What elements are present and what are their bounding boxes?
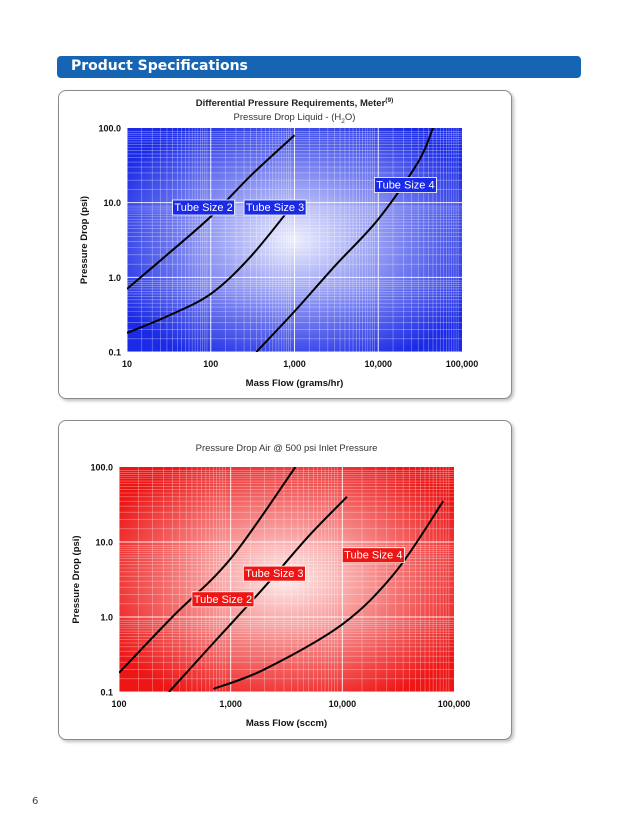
x-tick-label: 10,000 (329, 699, 357, 709)
y-tick-label: 100.0 (98, 124, 121, 134)
series-label: Tube Size 2 (194, 594, 252, 606)
x-tick-label: 1,000 (219, 699, 242, 709)
series-label-bg (172, 199, 235, 216)
series-lines (119, 467, 445, 692)
page-number: 6 (32, 796, 39, 807)
series-line-tube-size-2 (119, 467, 297, 674)
chart-air-pressure-drop: Tube Size 2 Tube Size 3 Tube Size 4 100 1,00… (71, 443, 471, 729)
grid (127, 128, 462, 352)
chart-subtitle: Pressure Drop Liquid - (H2O) (234, 112, 356, 125)
series-label-bg (341, 547, 405, 564)
chart-title-superscript: (9) (385, 97, 393, 104)
series-label: Tube Size 3 (246, 202, 304, 214)
series-line-tube-size-3 (168, 496, 348, 692)
chart-subtitle-post: O) (345, 112, 356, 123)
y-tick-label: 10.0 (95, 538, 113, 548)
chart-liquid-pressure-drop: Tube Size 2 Tube Size 3 Tube Size 4 10 100 1,… (79, 97, 479, 389)
x-tick-label: 100 (203, 359, 218, 369)
y-tick-label: 1.0 (108, 273, 121, 283)
series-line-tube-size-3 (127, 202, 296, 334)
x-tick-label: 1,000 (283, 359, 306, 369)
y-axis-label: Pressure Drop (psi) (71, 535, 82, 623)
y-tick-label: 100.0 (90, 463, 113, 473)
y-axis-label: Pressure Drop (psi) (79, 196, 90, 284)
x-tick-label: 10,000 (364, 359, 392, 369)
series-label: Tube Size 3 (245, 568, 303, 580)
series-line-tube-size-4 (213, 500, 445, 690)
section-banner: Product Specifications (57, 56, 581, 78)
chart-panel-liquid: Tube Size 2 Tube Size 3 Tube Size 4 10 100 1,… (58, 90, 512, 399)
y-tick-label: 0.1 (108, 348, 121, 358)
chart-subtitle-pre: Pressure Drop Liquid - (H (234, 112, 342, 123)
series-label: Tube Size 2 (174, 202, 232, 214)
series-line-tube-size-2 (127, 134, 296, 290)
chart-title-text: Differential Pressure Requirements, Mete… (196, 98, 386, 109)
x-tick-label: 10 (122, 359, 132, 369)
chart-title: Differential Pressure Requirements, Mete… (196, 97, 394, 109)
x-axis-label: Mass Flow (grams/hr) (246, 378, 344, 389)
series-label-bg (242, 565, 306, 582)
chart-subtitle-subscript: 2 (341, 118, 345, 125)
x-tick-label: 100,000 (446, 359, 479, 369)
y-tick-label: 0.1 (100, 688, 113, 698)
section-title: Product Specifications (71, 58, 248, 74)
series-label-bg (191, 591, 255, 608)
series-label: Tube Size 4 (344, 550, 402, 562)
series-line-tube-size-4 (255, 128, 434, 352)
series-label-bg (243, 199, 307, 216)
x-tick-label: 100,000 (438, 699, 471, 709)
chart-panel-air: Tube Size 2 Tube Size 3 Tube Size 4 100 1,00… (58, 420, 512, 740)
series-lines (127, 128, 434, 352)
series-label: Tube Size 4 (376, 180, 434, 192)
x-tick-label: 100 (111, 699, 126, 709)
y-tick-label: 10.0 (103, 198, 121, 208)
series-label-bg (374, 177, 437, 193)
x-axis-label: Mass Flow (sccm) (246, 718, 327, 729)
chart-title: Pressure Drop Air @ 500 psi Inlet Pressu… (196, 443, 378, 454)
y-tick-label: 1.0 (100, 613, 113, 623)
